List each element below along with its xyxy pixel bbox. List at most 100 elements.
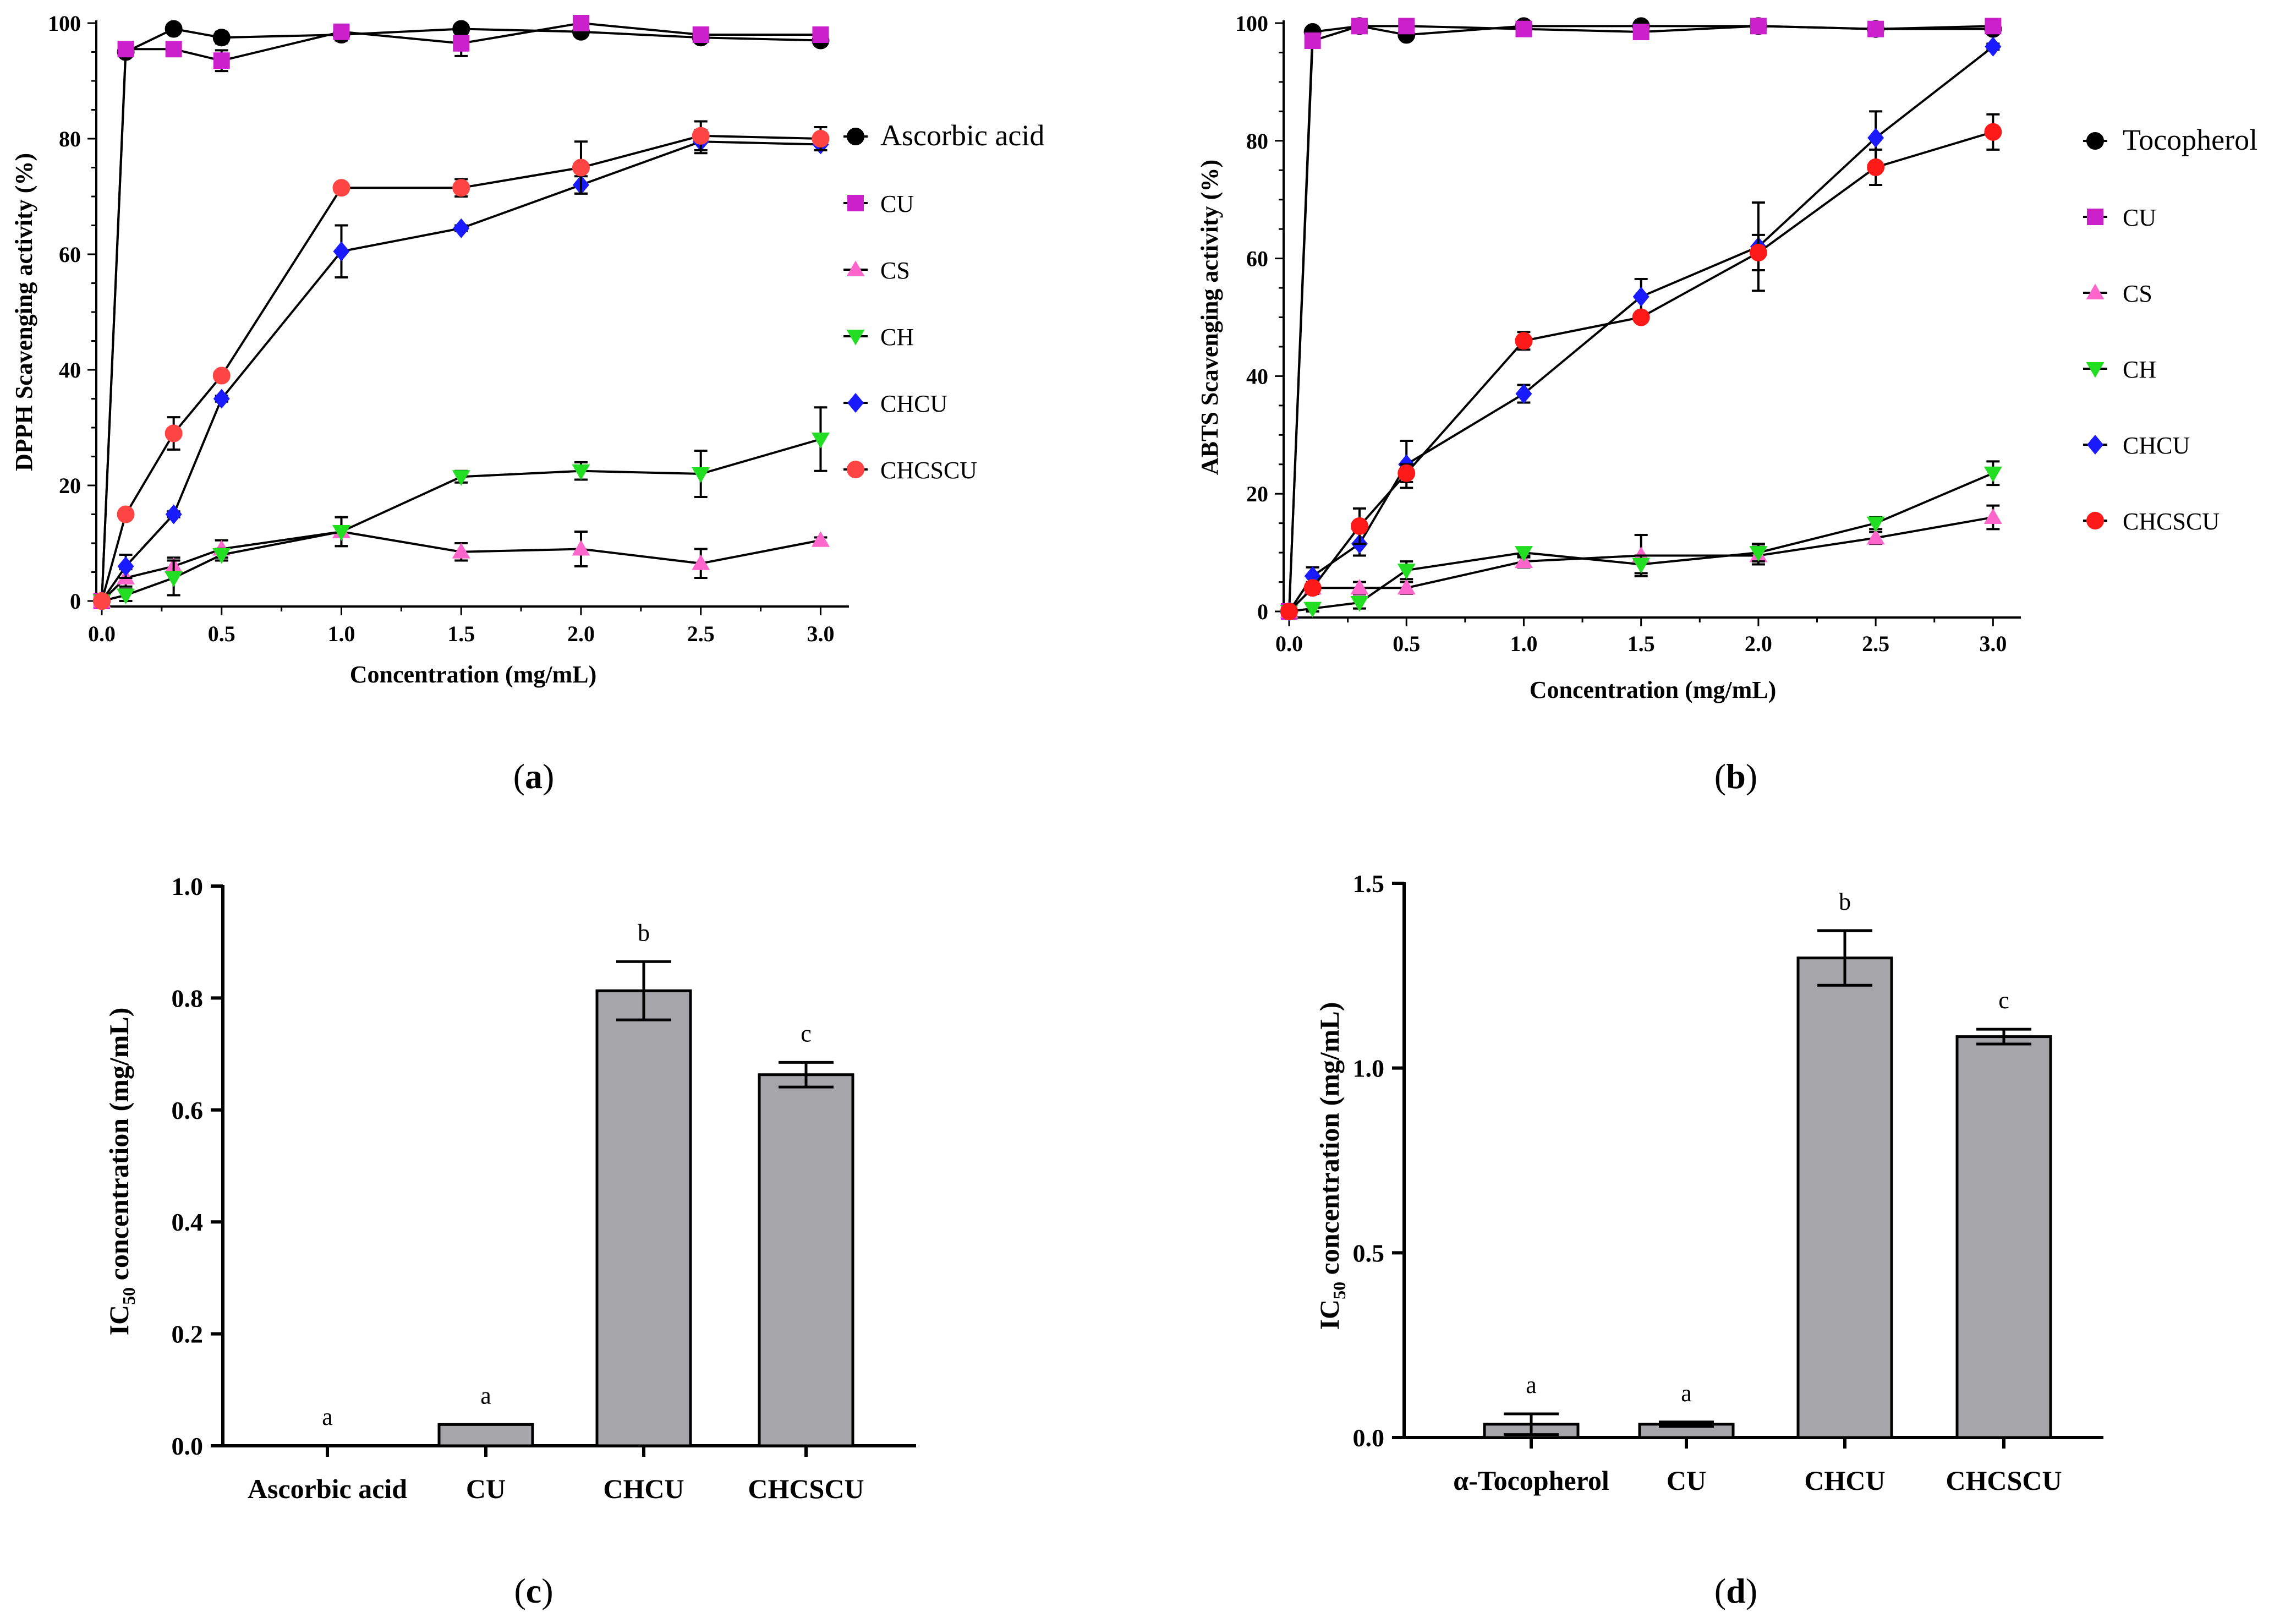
x-tick-label: CHCU xyxy=(603,1473,684,1504)
y-tick-label: 20 xyxy=(1246,482,1268,506)
y-tick-label: 0.5 xyxy=(1353,1239,1385,1267)
x-tick-label: 1.5 xyxy=(1628,631,1655,656)
series-chcu xyxy=(94,129,829,611)
y-axis-title: IC50 concentration (mg/mL) xyxy=(1314,1002,1349,1330)
data-point xyxy=(1515,384,1532,404)
x-tick-label: 0.5 xyxy=(208,621,235,646)
data-point xyxy=(1397,578,1416,595)
data-point xyxy=(812,26,829,43)
y-tick-label: 0 xyxy=(1257,599,1268,624)
series-chcscu xyxy=(93,120,830,610)
panel-letter: c xyxy=(526,1571,541,1610)
data-point xyxy=(165,41,182,58)
legend-marker xyxy=(846,330,865,346)
x-tick-label: Ascorbic acid xyxy=(248,1473,407,1504)
data-point xyxy=(692,467,710,483)
panel-letter: b xyxy=(1726,757,1746,796)
data-point xyxy=(1866,528,1885,545)
data-point xyxy=(812,130,830,147)
x-tick-label: CHCSCU xyxy=(748,1473,864,1504)
panel-paren-close: ) xyxy=(543,757,554,796)
significance-letter: b xyxy=(1839,888,1851,915)
data-point xyxy=(1632,308,1650,326)
data-point xyxy=(1397,564,1416,580)
panel-paren-open: ( xyxy=(514,1571,525,1610)
legend-entry: CS xyxy=(2083,280,2152,307)
data-point xyxy=(1985,36,2002,57)
series-line xyxy=(1288,46,1994,613)
data-point xyxy=(1632,558,1651,573)
significance-letter: c xyxy=(801,1020,812,1047)
panel-paren-close: ) xyxy=(541,1571,553,1610)
panel-label: (a) xyxy=(513,757,555,796)
data-point xyxy=(1867,20,1884,37)
bar xyxy=(1796,957,1893,1439)
x-tick-label: 3.0 xyxy=(807,621,834,646)
data-point xyxy=(453,218,470,238)
series-line xyxy=(101,438,821,602)
data-point xyxy=(333,23,350,40)
data-point xyxy=(811,531,830,547)
panel-label: (d) xyxy=(1714,1571,1757,1610)
data-point xyxy=(117,556,134,576)
y-tick-label: 1.5 xyxy=(1353,870,1385,898)
significance-letter: b xyxy=(638,919,650,946)
data-point xyxy=(692,554,710,570)
data-point xyxy=(333,241,350,261)
data-point xyxy=(572,464,590,480)
legend-label: CH xyxy=(2123,356,2156,383)
legend-marker xyxy=(2086,132,2104,150)
panel-paren-open: ( xyxy=(1714,1571,1726,1610)
y-tick-label: 60 xyxy=(59,242,81,267)
legend-entry: CU xyxy=(843,190,914,217)
data-point xyxy=(1350,517,1368,535)
x-axis-title: Concentration (mg/mL) xyxy=(1530,676,1777,703)
panel-label: (c) xyxy=(514,1571,553,1610)
data-point xyxy=(117,505,135,523)
data-point xyxy=(1514,546,1533,562)
x-axis-title: Concentration (mg/mL) xyxy=(350,661,597,688)
data-point xyxy=(1984,123,2002,141)
x-tick-label: 1.5 xyxy=(447,621,475,646)
data-point xyxy=(692,26,709,43)
series-ch xyxy=(1280,460,2002,621)
series-line xyxy=(101,140,821,602)
y-tick-label: 100 xyxy=(48,11,81,36)
data-point xyxy=(1398,18,1415,35)
data-point xyxy=(1515,20,1532,37)
legend-entry: CHCU xyxy=(843,390,947,417)
bar-group-1: CU a xyxy=(1638,1380,1735,1496)
data-point xyxy=(1750,18,1767,35)
y-tick-label: 0.6 xyxy=(172,1096,204,1124)
y-tick-label: 0.0 xyxy=(172,1432,204,1460)
x-tick-label: 2.5 xyxy=(687,621,715,646)
data-point xyxy=(212,548,231,564)
series-chcu xyxy=(1281,36,2002,621)
bar-group-3: CHCSCU c xyxy=(748,1020,864,1504)
data-point xyxy=(1280,603,1298,620)
y-title-main: IC xyxy=(103,1305,134,1336)
data-point xyxy=(1632,24,1650,41)
bar-group-2: CHCU b xyxy=(1796,888,1893,1496)
x-tick-label: 2.5 xyxy=(1862,631,1889,656)
data-point xyxy=(572,540,590,556)
data-point xyxy=(1351,18,1368,35)
y-title-rest: concentration (mg/mL) xyxy=(1314,1002,1345,1282)
y-tick-label: 0.0 xyxy=(1353,1424,1385,1452)
legend-marker xyxy=(847,461,864,478)
data-point xyxy=(1867,128,1884,148)
significance-letter: a xyxy=(1681,1380,1692,1407)
chart-b: 0.0 0.5 1.0 1.5 2.0 2.5 3.0 0 20 40 60 80 100 Concent… xyxy=(1196,11,2257,796)
series-line xyxy=(101,21,821,602)
series-cu xyxy=(94,15,829,609)
x-tick-label: CHCU xyxy=(1804,1465,1885,1496)
data-point xyxy=(165,424,183,442)
legend-entry: CU xyxy=(2083,204,2156,231)
y-tick-label: 0 xyxy=(70,589,81,614)
bar-group-1: CU a xyxy=(437,1382,534,1504)
legend-marker xyxy=(847,393,864,413)
series-cu xyxy=(1281,18,2002,620)
bar xyxy=(437,1423,534,1447)
data-point xyxy=(1632,287,1650,307)
y-axis-title: IC50 concentration (mg/mL) xyxy=(103,1008,139,1336)
